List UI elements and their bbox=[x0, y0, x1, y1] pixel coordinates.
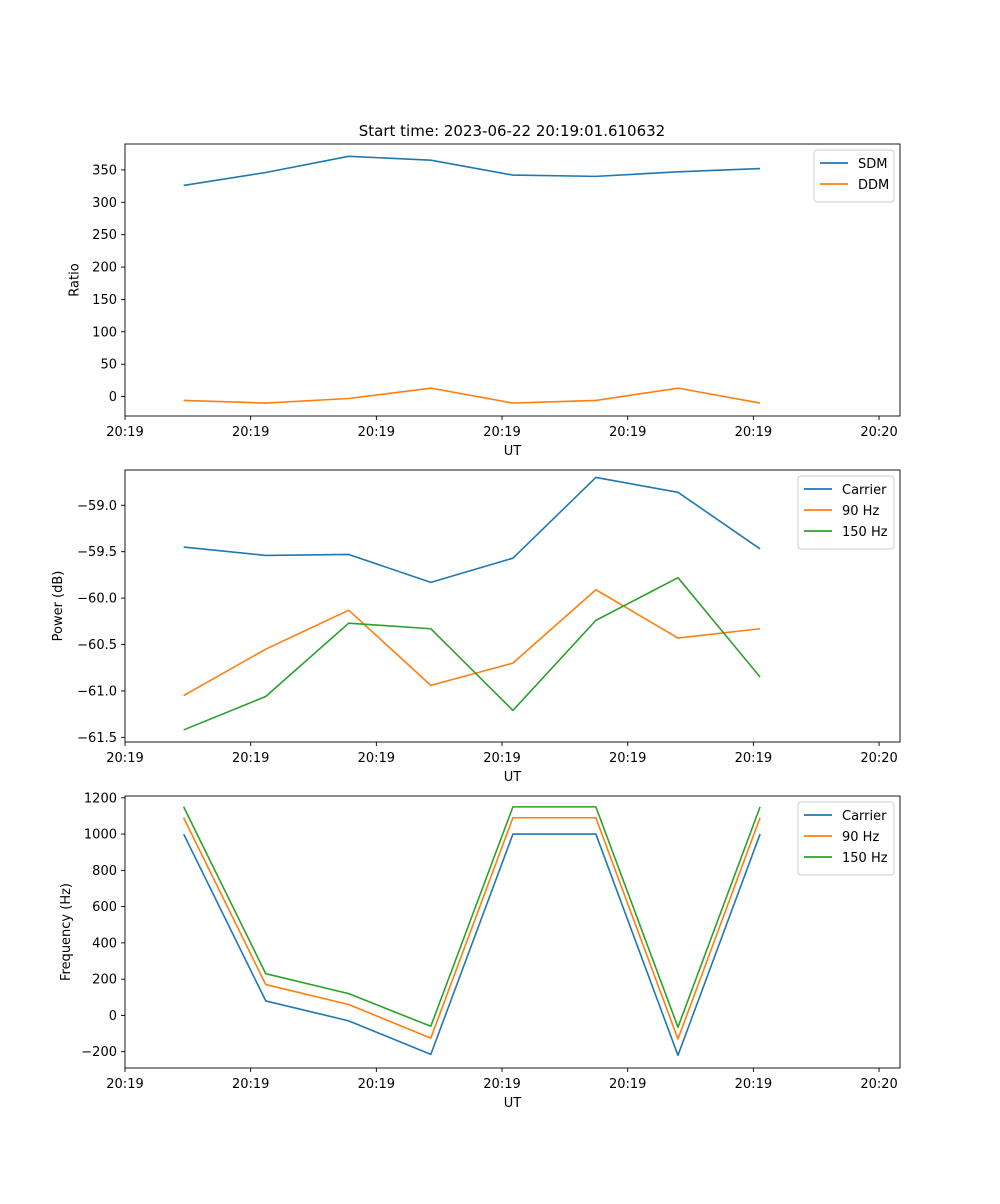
y-tick-label: 0 bbox=[109, 390, 117, 405]
y-tick-label: 200 bbox=[92, 261, 117, 276]
y-tick-label: 150 bbox=[92, 293, 117, 308]
x-axis-label: UT bbox=[504, 444, 522, 459]
x-tick-label: 20:20 bbox=[860, 751, 897, 766]
x-tick-label: 20:19 bbox=[735, 751, 772, 766]
x-tick-label: 20:19 bbox=[106, 1077, 143, 1092]
x-tick-label: 20:19 bbox=[483, 751, 520, 766]
legend: Carrier 90 Hz 150 Hz bbox=[797, 475, 895, 550]
series-line-sdm bbox=[183, 155, 761, 187]
series-line-ddm bbox=[183, 387, 761, 404]
y-tick-label: 800 bbox=[92, 864, 117, 879]
y-tick-label: 300 bbox=[92, 196, 117, 211]
y-tick-label: −61.0 bbox=[77, 684, 117, 699]
y-axis-label: Power (dB) bbox=[51, 571, 66, 642]
y-tick-label: −200 bbox=[81, 1045, 117, 1060]
legend-label-90-hz: 90 Hz bbox=[842, 830, 879, 845]
y-tick-label: 350 bbox=[92, 163, 117, 178]
y-tick-label: 250 bbox=[92, 228, 117, 243]
legend-label-carrier: Carrier bbox=[842, 483, 887, 498]
y-tick-label: 200 bbox=[92, 973, 117, 988]
y-tick-label: 0 bbox=[109, 1009, 117, 1024]
x-tick-label: 20:19 bbox=[358, 751, 395, 766]
y-tick-label: 600 bbox=[92, 900, 117, 915]
x-tick-label: 20:19 bbox=[106, 425, 143, 440]
series-line-carrier bbox=[183, 476, 761, 584]
x-tick-label: 20:19 bbox=[358, 425, 395, 440]
x-tick-label: 20:19 bbox=[232, 425, 269, 440]
y-tick-label: 100 bbox=[92, 325, 117, 340]
y-tick-label: −59.5 bbox=[77, 545, 117, 560]
series-line-90-hz bbox=[183, 588, 761, 697]
plot-frame bbox=[124, 795, 901, 1069]
x-tick-label: 20:19 bbox=[609, 1077, 646, 1092]
x-tick-label: 20:19 bbox=[735, 425, 772, 440]
series-line-90-hz bbox=[182, 816, 761, 1040]
figure-title: Start time: 2023-06-22 20:19:01.610632 bbox=[359, 122, 665, 140]
y-axis-label: Ratio bbox=[67, 263, 82, 296]
legend-label-carrier: Carrier bbox=[842, 809, 887, 824]
y-tick-label: 400 bbox=[92, 936, 117, 951]
x-tick-label: 20:19 bbox=[232, 1077, 269, 1092]
y-tick-label: 50 bbox=[100, 358, 117, 373]
x-tick-label: 20:20 bbox=[860, 1077, 897, 1092]
chart-panel-2: 20:19 20:19 20:19 20:19 20:19 20:19 20:20 −61.5… bbox=[51, 469, 901, 785]
y-tick-label: 1200 bbox=[84, 791, 117, 806]
x-tick-label: 20:19 bbox=[106, 751, 143, 766]
y-tick-label: 1000 bbox=[84, 828, 117, 843]
legend-label-150-hz: 150 Hz bbox=[842, 851, 888, 866]
legend: SDM DDM bbox=[813, 149, 895, 203]
series-line-150-hz bbox=[183, 576, 761, 731]
y-axis-label: Frequency (Hz) bbox=[59, 883, 74, 981]
x-tick-label: 20:19 bbox=[483, 1077, 520, 1092]
series-line-carrier bbox=[182, 833, 761, 1057]
legend-label-sdm: SDM bbox=[858, 157, 887, 172]
y-tick-label: −61.5 bbox=[77, 731, 117, 746]
legend-label-90-hz: 90 Hz bbox=[842, 504, 879, 519]
y-tick-label: −60.5 bbox=[77, 638, 117, 653]
x-axis-label: UT bbox=[504, 1096, 522, 1111]
chart-panel-1: 20:19 20:19 20:19 20:19 20:19 20:19 20:20 0 50 10… bbox=[67, 143, 901, 459]
x-tick-label: 20:19 bbox=[609, 425, 646, 440]
legend-label-ddm: DDM bbox=[858, 178, 889, 193]
x-tick-label: 20:20 bbox=[860, 425, 897, 440]
plot-frame bbox=[124, 469, 901, 743]
y-tick-label: −60.0 bbox=[77, 592, 117, 607]
series-line-150-hz bbox=[182, 806, 761, 1028]
x-tick-label: 20:19 bbox=[483, 425, 520, 440]
x-tick-label: 20:19 bbox=[609, 751, 646, 766]
chart-panel-3: 20:19 20:19 20:19 20:19 20:19 20:19 20:20 −200 0… bbox=[59, 791, 901, 1111]
x-axis-label: UT bbox=[504, 770, 522, 785]
x-tick-label: 20:19 bbox=[358, 1077, 395, 1092]
y-tick-label: −59.0 bbox=[77, 499, 117, 514]
legend-label-150-hz: 150 Hz bbox=[842, 525, 888, 540]
plot-frame bbox=[124, 143, 901, 417]
legend: Carrier 90 Hz 150 Hz bbox=[797, 801, 895, 876]
x-tick-label: 20:19 bbox=[232, 751, 269, 766]
x-tick-label: 20:19 bbox=[735, 1077, 772, 1092]
